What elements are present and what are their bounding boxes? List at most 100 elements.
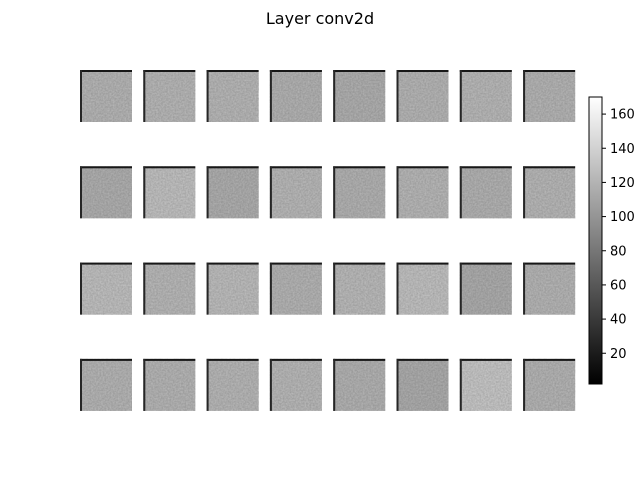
feature-map-top-edge	[206, 166, 259, 169]
feature-map-texture	[459, 166, 512, 219]
feature-map-3-5	[396, 358, 449, 411]
feature-map-top-edge	[143, 166, 196, 169]
feature-map-3-4	[333, 358, 386, 411]
colorbar-gradient	[588, 96, 603, 385]
feature-map-2-0	[80, 262, 132, 315]
feature-map-left-edge	[333, 358, 336, 411]
feature-map-texture	[396, 358, 449, 411]
colorbar-tick-label: 80	[610, 244, 627, 259]
feature-map-texture	[206, 262, 259, 315]
feature-map-texture	[396, 262, 449, 315]
feature-map-left-edge	[459, 262, 462, 315]
colorbar: 20 40 60 80 100 120 140 160	[588, 96, 635, 385]
feature-map-top-edge	[333, 358, 386, 361]
feature-map-texture	[459, 262, 512, 315]
feature-map-top-edge	[206, 358, 259, 361]
feature-map-top-edge	[459, 262, 512, 265]
feature-map-top-edge	[333, 70, 386, 72]
feature-map-1-6	[459, 166, 512, 219]
feature-map-0-2	[206, 70, 259, 122]
feature-map-top-edge	[523, 70, 576, 72]
feature-map-texture	[80, 70, 132, 122]
feature-map-left-edge	[523, 70, 526, 122]
feature-map-3-7	[523, 358, 576, 411]
feature-map-left-edge	[459, 358, 462, 411]
feature-map-texture	[206, 358, 259, 411]
feature-map-left-edge	[269, 358, 272, 411]
feature-map-texture	[143, 262, 196, 315]
feature-map-top-edge	[269, 70, 322, 72]
feature-map-left-edge	[333, 70, 336, 122]
feature-map-left-edge	[80, 358, 82, 411]
figure-title: Layer conv2d	[266, 9, 374, 28]
feature-map-left-edge	[206, 358, 209, 411]
feature-map-left-edge	[143, 166, 146, 219]
feature-map-texture	[459, 70, 512, 122]
colorbar-tick-label: 20	[610, 347, 627, 362]
feature-map-texture	[269, 166, 322, 219]
feature-map-texture	[269, 262, 322, 315]
feature-map-top-edge	[396, 262, 449, 265]
feature-map-texture	[333, 70, 386, 122]
feature-map-texture	[143, 70, 196, 122]
feature-map-0-3	[269, 70, 322, 122]
feature-map-2-6	[459, 262, 512, 315]
colorbar-tick-label: 160	[610, 108, 635, 123]
feature-map-3-2	[206, 358, 259, 411]
feature-map-1-3	[269, 166, 322, 219]
feature-map-texture	[523, 70, 576, 122]
feature-map-left-edge	[396, 70, 399, 122]
feature-map-top-edge	[269, 262, 322, 265]
feature-map-left-edge	[143, 262, 146, 315]
colorbar-tick-label: 100	[610, 210, 635, 225]
colorbar-tick-label: 140	[610, 142, 635, 157]
feature-map-2-1	[143, 262, 196, 315]
feature-map-left-edge	[523, 262, 526, 315]
feature-map-left-edge	[206, 70, 209, 122]
feature-map-left-edge	[80, 70, 82, 122]
feature-map-top-edge	[80, 70, 132, 72]
feature-map-1-5	[396, 166, 449, 219]
feature-map-3-1	[143, 358, 196, 411]
feature-map-left-edge	[206, 166, 209, 219]
feature-map-top-edge	[269, 358, 322, 361]
feature-map-top-edge	[459, 166, 512, 169]
feature-map-3-0	[80, 358, 132, 411]
feature-map-left-edge	[206, 262, 209, 315]
feature-map-top-edge	[333, 166, 386, 169]
feature-map-left-edge	[459, 70, 462, 122]
feature-map-1-4	[333, 166, 386, 219]
feature-map-1-2	[206, 166, 259, 219]
feature-map-top-edge	[396, 358, 449, 361]
feature-map-texture	[206, 166, 259, 219]
feature-map-left-edge	[459, 166, 462, 219]
feature-map-0-5	[396, 70, 449, 122]
feature-map-texture	[80, 166, 132, 219]
feature-map-0-0	[80, 70, 132, 122]
feature-map-left-edge	[333, 262, 336, 315]
feature-map-2-3	[269, 262, 322, 315]
colorbar-tick-label: 120	[610, 176, 635, 191]
feature-map-2-4	[333, 262, 386, 315]
feature-map-top-edge	[459, 70, 512, 72]
feature-map-texture	[143, 166, 196, 219]
feature-map-top-edge	[333, 262, 386, 265]
feature-map-grid	[80, 70, 576, 411]
feature-map-3-6	[459, 358, 512, 411]
feature-map-texture	[269, 358, 322, 411]
feature-map-left-edge	[80, 166, 82, 219]
feature-map-texture	[459, 358, 512, 411]
feature-map-left-edge	[269, 262, 272, 315]
feature-map-left-edge	[396, 358, 399, 411]
feature-map-texture	[396, 166, 449, 219]
feature-map-top-edge	[143, 262, 196, 265]
feature-map-left-edge	[269, 166, 272, 219]
feature-map-left-edge	[269, 70, 272, 122]
feature-map-texture	[333, 262, 386, 315]
feature-map-left-edge	[523, 358, 526, 411]
feature-map-texture	[206, 70, 259, 122]
feature-map-2-5	[396, 262, 449, 315]
feature-map-texture	[143, 358, 196, 411]
feature-map-top-edge	[269, 166, 322, 169]
